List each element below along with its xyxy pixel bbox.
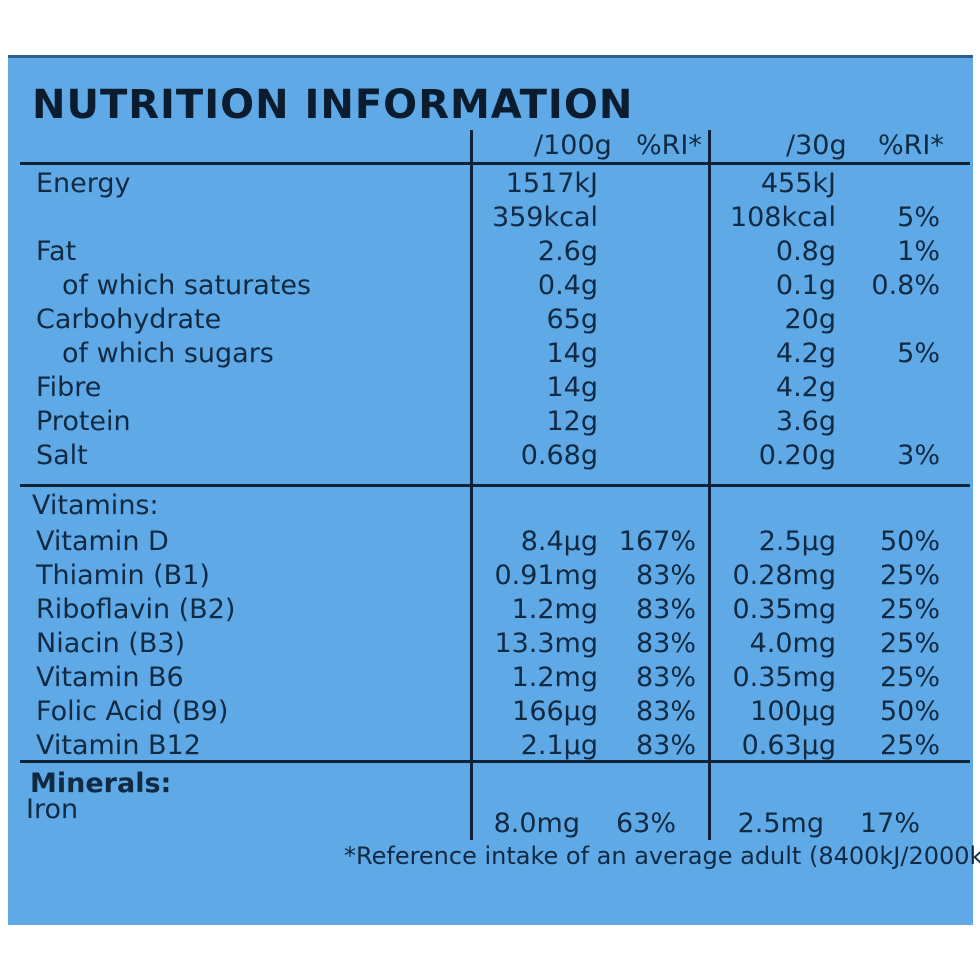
value-per-100g: 2.1µg: [520, 730, 598, 761]
row-label: Thiamin (B1): [36, 560, 210, 591]
header-ri-100g: %RI*: [636, 130, 702, 161]
value-per-100g: 0.4g: [537, 270, 598, 301]
value-per-30g: 0.20g: [758, 440, 836, 471]
row-label: of which sugars: [62, 338, 274, 369]
value-per-30g: 0.8g: [775, 236, 836, 267]
ri-per-30g: 25%: [879, 560, 940, 591]
row-label: of which saturates: [62, 270, 312, 301]
value-per-100g: 12g: [546, 406, 599, 437]
row-label: Vitamin B6: [36, 662, 184, 693]
ri-per-30g: 25%: [879, 628, 940, 659]
value-per-30g: 4.2g: [775, 372, 836, 403]
value-per-100g: 13.3mg: [494, 628, 598, 659]
value-per-30g: 455kJ: [760, 168, 836, 199]
value-per-100g: 1.2mg: [511, 594, 598, 625]
minerals-title: Minerals:: [30, 768, 172, 799]
ri-per-100g: 83%: [635, 628, 696, 659]
value-per-100g: 0.68g: [520, 440, 598, 471]
value-per-30g: 0.63µg: [741, 730, 836, 761]
value-per-30g: 2.5mg: [737, 808, 824, 839]
row-label: Protein: [36, 406, 131, 437]
ri-per-100g: 83%: [635, 594, 696, 625]
row-label: Fibre: [36, 372, 102, 403]
ri-per-100g: 83%: [635, 560, 696, 591]
value-per-100g: 14g: [546, 338, 599, 369]
ri-per-30g: 3%: [897, 440, 940, 471]
header-ri-30g: %RI*: [878, 130, 944, 161]
column-divider-1: [470, 130, 473, 840]
ri-per-100g: 83%: [635, 696, 696, 727]
ri-per-30g: 25%: [879, 662, 940, 693]
value-per-100g: 8.0mg: [493, 808, 580, 839]
nutrition-panel: [8, 55, 973, 925]
vitamins-title: Vitamins:: [32, 490, 159, 521]
header-per-30g: /30g: [786, 130, 847, 161]
value-per-30g: 0.28mg: [732, 560, 836, 591]
value-per-100g: 1.2mg: [511, 662, 598, 693]
row-label: Folic Acid (B9): [36, 696, 229, 727]
reference-intake-footnote: *Reference intake of an average adult (8…: [344, 842, 980, 870]
ri-per-30g: 0.8%: [871, 270, 940, 301]
row-label: Salt: [36, 440, 88, 471]
value-per-100g: 0.91mg: [494, 560, 598, 591]
row-label: Iron: [26, 794, 79, 825]
ri-per-30g: 5%: [897, 202, 940, 233]
value-per-100g: 65g: [546, 304, 599, 335]
ri-per-30g: 25%: [879, 730, 940, 761]
page-title: NUTRITION INFORMATION: [32, 82, 634, 128]
value-per-30g: 0.35mg: [732, 594, 836, 625]
row-label: Vitamin B12: [36, 730, 201, 761]
ri-per-30g: 50%: [879, 526, 940, 557]
value-per-30g: 3.6g: [775, 406, 836, 437]
row-label: Riboflavin (B2): [36, 594, 236, 625]
value-per-30g: 2.5µg: [758, 526, 836, 557]
value-per-30g: 20g: [784, 304, 837, 335]
ri-per-30g: 50%: [879, 696, 940, 727]
value-per-100g: 359kcal: [491, 202, 598, 233]
value-per-100g: 2.6g: [537, 236, 598, 267]
value-per-30g: 0.1g: [775, 270, 836, 301]
vitamins-divider: [20, 484, 970, 487]
ri-per-100g: 83%: [635, 662, 696, 693]
row-label: Fat: [36, 236, 77, 267]
value-per-30g: 0.35mg: [732, 662, 836, 693]
ri-per-30g: 25%: [879, 594, 940, 625]
value-per-30g: 108kcal: [729, 202, 836, 233]
ri-per-100g: 167%: [618, 526, 696, 557]
value-per-30g: 4.0mg: [749, 628, 836, 659]
row-label: Energy: [36, 168, 131, 199]
value-per-30g: 4.2g: [775, 338, 836, 369]
row-label: Vitamin D: [36, 526, 169, 557]
value-per-100g: 1517kJ: [505, 168, 598, 199]
header-divider: [20, 162, 970, 165]
value-per-100g: 14g: [546, 372, 599, 403]
row-label: Niacin (B3): [36, 628, 186, 659]
panel-top-edge: [8, 55, 973, 58]
ri-per-100g: 83%: [635, 730, 696, 761]
minerals-divider: [20, 760, 970, 763]
ri-per-30g: 17%: [859, 808, 920, 839]
ri-per-30g: 1%: [897, 236, 940, 267]
row-label: Carbohydrate: [36, 304, 222, 335]
ri-per-30g: 5%: [897, 338, 940, 369]
value-per-100g: 8.4µg: [520, 526, 598, 557]
value-per-100g: 166µg: [512, 696, 598, 727]
value-per-30g: 100µg: [750, 696, 836, 727]
column-divider-2: [708, 130, 711, 840]
header-per-100g: /100g: [534, 130, 612, 161]
ri-per-100g: 63%: [615, 808, 676, 839]
